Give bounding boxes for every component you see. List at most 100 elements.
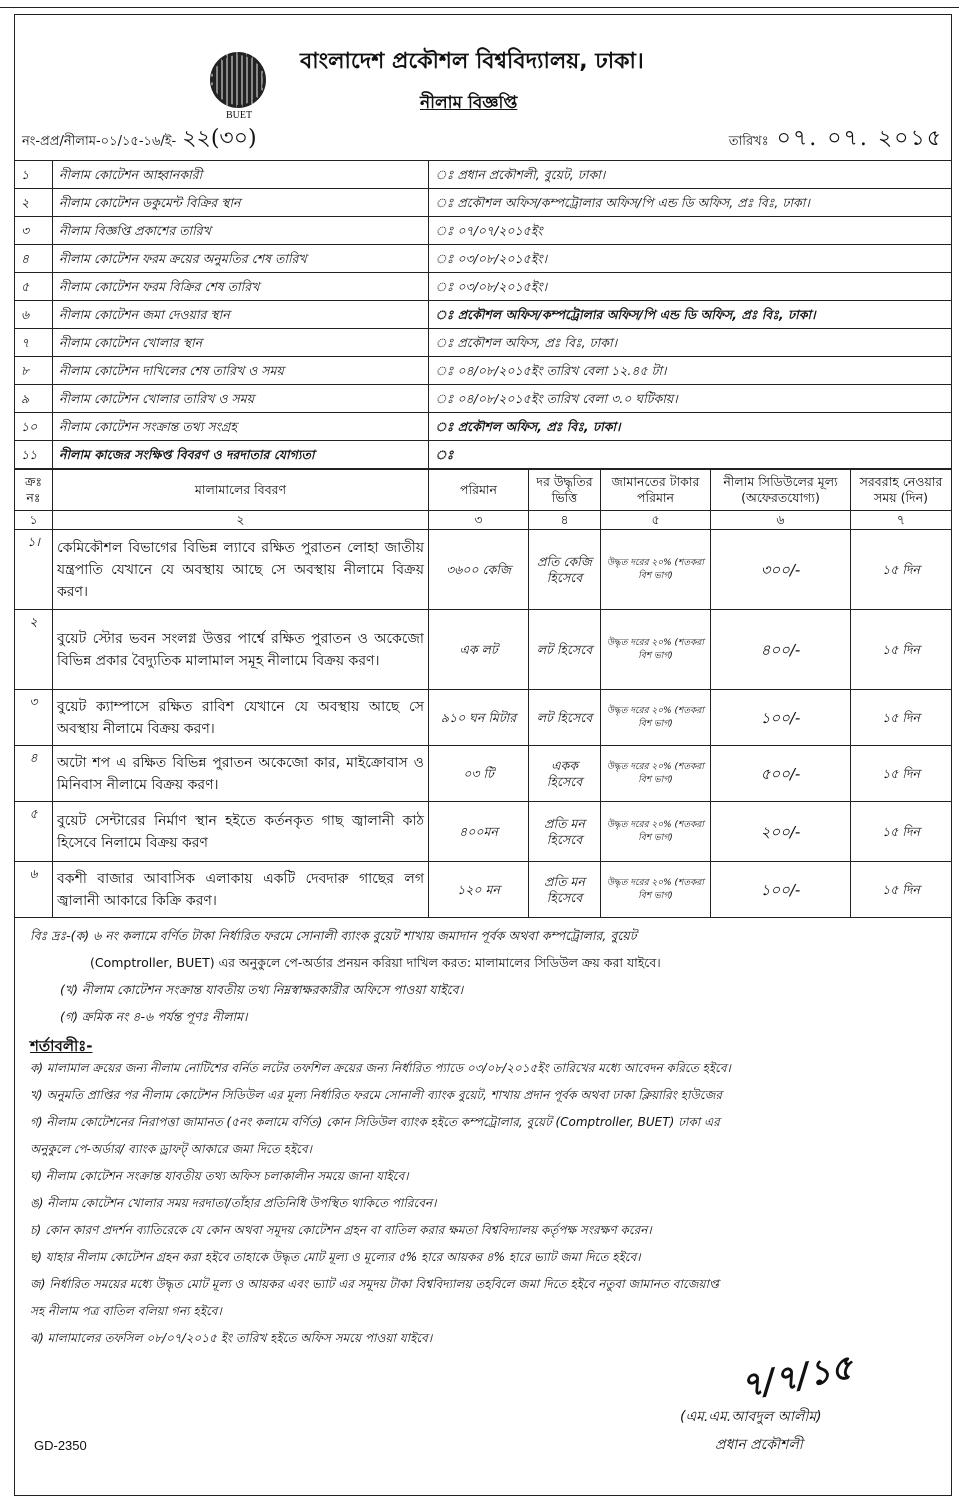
signatory-name: (এম.এম.আবদুল আলীম) (680, 1409, 822, 1425)
info-no: ১ (14, 160, 53, 189)
column-header: সরবরাহ নেওয়ার সময় (দিন) (850, 469, 952, 511)
page-title: বাংলাদেশ প্রকৌশল বিশ্ববিদ্যালয়, ঢাকা। (300, 49, 644, 74)
item-qty: ০৩ টি (428, 745, 529, 802)
table-row: ২ বুয়েট স্টোর ভবন সংলগ্ন উত্তর পার্শ্বে … (14, 609, 952, 690)
condition-item: ছ) যাহার নীলাম কোটেশন গ্রহন করা হইবে তাহ… (30, 1250, 641, 1264)
table-row: ৩ বুয়েট ক্যাম্পাসে রক্ষিত রাবিশ যেখানে য… (14, 689, 952, 746)
info-no: ৫ (14, 272, 53, 301)
item-price: ৩০০/- (710, 529, 851, 610)
document-body: ১ নীলাম কোটেশন আহ্বানকারীঃ প্রধান প্রকৌশল… (14, 160, 952, 1467)
info-no: ২ (14, 188, 53, 217)
info-value: ঃ ০৩/০৮/২০১৫ইং। (428, 244, 952, 273)
info-value: ঃ প্রকৌশল অফিস/কম্পট্রোলার অফিস/পি এন্ড … (428, 188, 952, 217)
signatory-title: প্রধান প্রকৌশলী (715, 1437, 803, 1453)
item-qty: ১২০ মন (428, 861, 529, 918)
item-security: উদ্ধৃত দরের ২০% (শতকরা বিশ ভাগ) (600, 861, 711, 918)
column-header: দর উদ্ধৃতির ভিত্তি (528, 469, 601, 511)
signature: ৭/৭/১৫ (737, 1347, 856, 1407)
info-table: ১ নীলাম কোটেশন আহ্বানকারীঃ প্রধান প্রকৌশল… (14, 160, 952, 469)
item-days: ১৫ দিন (850, 745, 952, 802)
conditions-section: ক) মালামাল ক্রয়ের জন্য নীলাম নোটিশের বর… (14, 1060, 952, 1347)
item-days: ১৫ দিন (850, 609, 952, 690)
reference-number: নং-প্রপ্র/নীলাম-০১/১৫-১৬/ই- ২২(৩০) (22, 124, 257, 157)
condition-item: সহ নীলাম পত্র বাতিল বলিয়া গন্য হইবে। (30, 1304, 222, 1318)
condition-item: খ) অনুমতি প্রাপ্তির পর নীলাম কোটেশন সিডি… (30, 1088, 722, 1102)
item-basis: লট হিসেবে (528, 609, 601, 690)
condition-item: ঙ) নীলাম কোটেশন খোলার সময় দরদাতা/তাঁহার… (30, 1196, 437, 1210)
info-label: নীলাম কোটেশন সংক্রান্ত তথ্য সংগ্রহ (52, 412, 429, 441)
logo-text: BUET (226, 110, 253, 121)
item-qty: এক লট (428, 609, 529, 690)
info-no: ৬ (14, 300, 53, 329)
item-price: ৪০০/- (710, 609, 851, 690)
item-desc: বুয়েট সেন্টারের নির্মাণ স্থান হইতে কর্ত… (52, 801, 429, 862)
column-number: ২ (52, 510, 429, 530)
signature-block: ৭/৭/১৫ (এম.এম.আবদুল আলীম) প্রধান প্রকৌশল… (14, 1347, 952, 1467)
items-table: ক্রঃ নঃ মালামালের বিবরণ পরিমান দর উদ্ধৃতির … (14, 469, 952, 918)
info-no: ১০ (14, 412, 53, 441)
item-qty: ৪০০মন (428, 801, 529, 862)
item-security: উদ্ধৃত দরের ২০% (শতকরা বিশ ভাগ) (600, 745, 711, 802)
table-row: ৫ বুয়েট সেন্টারের নির্মাণ স্থান হইতে কর্… (14, 801, 952, 862)
info-row: ৮ নীলাম কোটেশন দাখিলের শেষ তারিখ ও সময়ঃ … (14, 356, 952, 385)
item-days: ১৫ দিন (850, 689, 952, 746)
column-header: জামানতের টাকার পরিমান (600, 469, 711, 511)
condition-item: জ) নির্ধারিত সময়ের মধ্যে উদ্ধৃত মোট মূল… (30, 1277, 719, 1291)
info-label: নীলাম কোটেশন ডকুমেন্ট বিক্রির স্থান (52, 188, 429, 217)
item-price: ১০০/- (710, 861, 851, 918)
info-label: নীলাম বিজ্ঞপ্তি প্রকাশের তারিখ (52, 216, 429, 245)
column-number: ৪ (528, 510, 601, 530)
item-days: ১৫ দিন (850, 529, 952, 610)
note-line: (গ) ক্রমিক নং ৪-৬ পর্যন্ত পূণঃ নীলাম। (60, 1009, 248, 1024)
info-no: ৮ (14, 356, 53, 385)
info-value: ঃ ০৪/০৮/২০১৫ইং তারিখ বেলা ৩.০ ঘটিকায়। (428, 384, 952, 413)
info-value: ঃ (428, 440, 952, 469)
table-row: ৪ অটো শপ এ রক্ষিত বিভিন্ন পুরাতন অকেজো কা… (14, 745, 952, 802)
info-value: ঃ প্রকৌশল অফিস/কম্পট্রোলার অফিস/পি এন্ড … (428, 300, 952, 329)
info-label: নীলাম কোটেশন খোলার স্থান (52, 328, 429, 357)
column-number: ১ (14, 510, 53, 530)
item-no: ২ (14, 609, 53, 690)
condition-item: অনুকুলে পে-অর্ডার/ ব্যাংক ড্রাফট্ আকারে … (30, 1142, 312, 1156)
item-desc: অটো শপ এ রক্ষিত বিভিন্ন পুরাতন অকেজো কার… (52, 745, 429, 802)
reference-prefix: নং-প্রপ্র/নীলাম-০১/১৫-১৬/ই- (22, 134, 177, 149)
info-no: ৯ (14, 384, 53, 413)
info-label: নীলাম কাজের সংক্ষিপ্ত বিবরণ ও দরদাতার যো… (52, 440, 429, 469)
info-row: ১১ নীলাম কাজের সংক্ষিপ্ত বিবরণ ও দরদাতার … (14, 440, 952, 469)
info-label: নীলাম কোটেশন আহ্বানকারী (52, 160, 429, 189)
note-line: (Comptroller, BUET) এর অনুকুলে পে-অর্ডার… (90, 955, 661, 970)
conditions-heading: শর্তাবলীঃ- (30, 1037, 93, 1055)
column-number: ৭ (850, 510, 952, 530)
condition-item: ঝ) মালামালের তফসিল ০৮/০৭/২০১৫ ইং তারিখ হ… (30, 1331, 433, 1345)
note-line: বিঃ দ্রঃ-(ক) ৬ নং কলামে বর্ণিত টাকা নির্… (30, 928, 637, 943)
info-no: ৭ (14, 328, 53, 357)
info-no: ১১ (14, 440, 53, 469)
info-row: ৯ নীলাম কোটেশন খোলার তারিখ ও সময়ঃ ০৪/০৮/… (14, 384, 952, 413)
item-desc: বকশী বাজার আবাসিক এলাকায় একটি দেবদারু গ… (52, 861, 429, 918)
column-header: ক্রঃ নঃ (14, 469, 53, 511)
info-row: ১০ নীলাম কোটেশন সংক্রান্ত তথ্য সংগ্রহঃ প্… (14, 412, 952, 441)
item-basis: লট হিসেবে (528, 689, 601, 746)
info-row: ৬ নীলাম কোটেশন জমা দেওয়ার স্থানঃ প্রকৌশল… (14, 300, 952, 329)
item-security: উদ্ধৃত দরের ২০% (শতকরা বিশ ভাগ) (600, 609, 711, 690)
issue-date: তারিখঃ ০৭. ০৭. ২০১৫ (729, 124, 943, 157)
info-value: ঃ প্রকৌশল অফিস, প্রঃ বিঃ, ঢাকা। (428, 328, 952, 357)
item-qty: ৯১০ ঘন মিটার (428, 689, 529, 746)
item-basis: প্রতি মন হিসেবে (528, 861, 601, 918)
info-label: নীলাম কোটেশন জমা দেওয়ার স্থান (52, 300, 429, 329)
info-label: নীলাম কোটেশন দাখিলের শেষ তারিখ ও সময় (52, 356, 429, 385)
item-basis: প্রতি মন হিসেবে (528, 801, 601, 862)
column-number: ৩ (428, 510, 529, 530)
item-no: ১। (14, 529, 53, 610)
info-label: নীলাম কোটেশন ফরম ক্রয়ের অনুমতির শেষ তার… (52, 244, 429, 273)
info-no: ৩ (14, 216, 53, 245)
column-header: নীলাম সিডিউলের মূল্য (অফেরতযোগ্য) (710, 469, 851, 511)
info-row: ৭ নীলাম কোটেশন খোলার স্থানঃ প্রকৌশল অফিস,… (14, 328, 952, 357)
item-qty: ৩৬০০ কেজি (428, 529, 529, 610)
item-desc: বুয়েট স্টোর ভবন সংলগ্ন উত্তর পার্শ্বে র… (52, 609, 429, 690)
page-subtitle: নীলাম বিজ্ঞপ্তি (420, 93, 518, 113)
date-label: তারিখঃ (728, 134, 769, 149)
item-no: ৬ (14, 861, 53, 918)
info-value: ঃ প্রধান প্রকৌশলী, বুয়েট, ঢাকা। (428, 160, 952, 189)
column-number: ৬ (710, 510, 851, 530)
